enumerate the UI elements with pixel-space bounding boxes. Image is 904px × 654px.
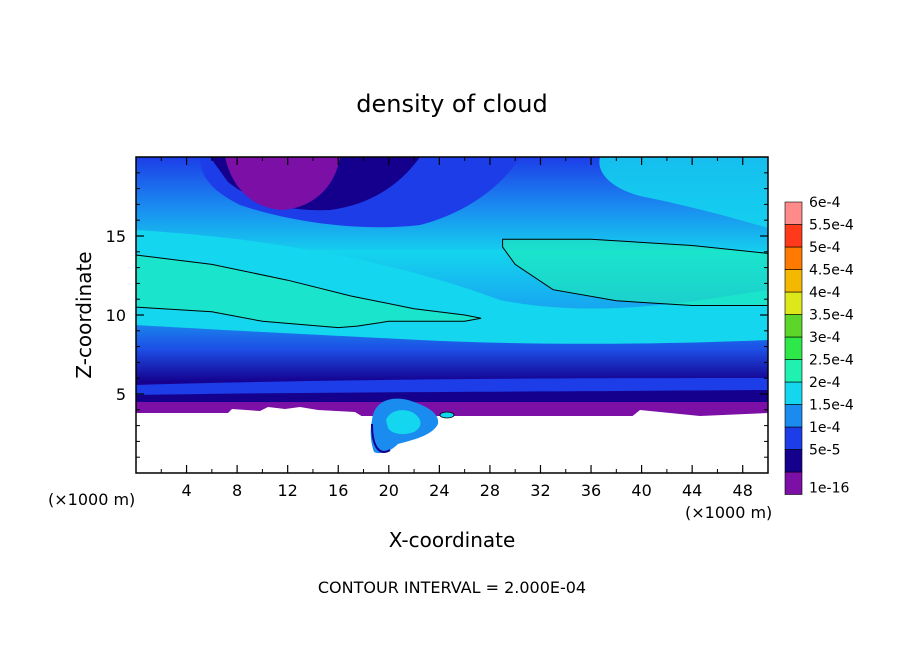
density-field bbox=[136, 157, 768, 473]
x-tick-label: 36 bbox=[581, 481, 601, 500]
y-axis: 5 10 15 bbox=[106, 172, 768, 458]
colorbar-swatch bbox=[784, 224, 803, 248]
colorbar-swatch bbox=[784, 426, 803, 450]
colorbar: 1e-16 5e-5 1e-4 1.5e-4 2e-4 2.5e-4 3e-4 3.5e-4 4… bbox=[784, 195, 854, 497]
colorbar-label: 5.5e-4 bbox=[809, 218, 854, 234]
colorbar-label: 2e-4 bbox=[809, 375, 841, 391]
y-tick-label: 15 bbox=[106, 227, 126, 246]
colorbar-label: 4e-4 bbox=[809, 285, 841, 301]
x-tick-label: 12 bbox=[278, 481, 298, 500]
x-tick-label: 40 bbox=[631, 481, 651, 500]
x-axis-unit-right: (×1000 m) bbox=[685, 503, 772, 522]
colorbar-label: 1e-4 bbox=[809, 420, 841, 436]
contour-line bbox=[502, 238, 768, 306]
x-tick-label: 20 bbox=[379, 481, 399, 500]
colorbar-label: 4.5e-4 bbox=[809, 263, 854, 279]
x-tick-label: 28 bbox=[480, 481, 500, 500]
contour-lines bbox=[136, 238, 768, 329]
colorbar-label: 5e-5 bbox=[809, 443, 840, 459]
contour-interval-note: CONTOUR INTERVAL = 2.000E-04 bbox=[318, 578, 586, 597]
colorbar-label: 2.5e-4 bbox=[809, 353, 854, 369]
x-tick-label: 32 bbox=[530, 481, 550, 500]
field-cyan-top-right bbox=[599, 157, 768, 228]
chart-title: density of cloud bbox=[356, 90, 547, 118]
y-tick-label: 5 bbox=[116, 385, 126, 404]
contour-line bbox=[136, 254, 482, 329]
colorbar-label: 1e-16 bbox=[809, 481, 849, 497]
colorbar-swatch bbox=[784, 246, 803, 270]
terrain-blank bbox=[136, 407, 768, 473]
colorbar-swatch bbox=[784, 449, 803, 473]
colorbar-label: 3e-4 bbox=[809, 330, 841, 346]
x-axis-label: X-coordinate bbox=[389, 528, 516, 552]
plume-core bbox=[386, 410, 421, 435]
x-tick-label: 48 bbox=[733, 481, 753, 500]
field-purple-top bbox=[225, 157, 340, 210]
x-axis: 4 8 12 16 20 24 28 32 36 40 44 48 bbox=[160, 157, 753, 500]
x-tick-label: 8 bbox=[232, 481, 242, 500]
colorbar-label: 1.5e-4 bbox=[809, 398, 854, 414]
colorbar-label: 5e-4 bbox=[809, 240, 841, 256]
colorbar-swatch bbox=[784, 359, 803, 383]
plume-hotspot bbox=[439, 411, 455, 419]
colorbar-swatch bbox=[784, 291, 803, 315]
colorbar-swatch bbox=[784, 336, 803, 360]
x-tick-label: 4 bbox=[181, 481, 191, 500]
x-axis-unit-left: (×1000 m) bbox=[48, 490, 135, 509]
y-tick-label: 10 bbox=[106, 306, 126, 325]
x-tick-label: 44 bbox=[682, 481, 702, 500]
colorbar-swatch bbox=[784, 404, 803, 428]
x-tick-label: 16 bbox=[328, 481, 348, 500]
field-navy-band-low bbox=[136, 390, 768, 405]
y-axis-label: Z-coordinate bbox=[72, 251, 96, 378]
colorbar-label: 3.5e-4 bbox=[809, 308, 854, 324]
colorbar-swatch bbox=[784, 269, 803, 293]
colorbar-label: 6e-4 bbox=[809, 195, 841, 211]
plume-edge bbox=[371, 423, 391, 453]
colorbar-swatch bbox=[784, 201, 803, 225]
x-tick-label: 24 bbox=[429, 481, 449, 500]
colorbar-swatch bbox=[784, 314, 803, 338]
colorbar-swatch bbox=[784, 471, 803, 495]
colorbar-swatch bbox=[784, 381, 803, 405]
